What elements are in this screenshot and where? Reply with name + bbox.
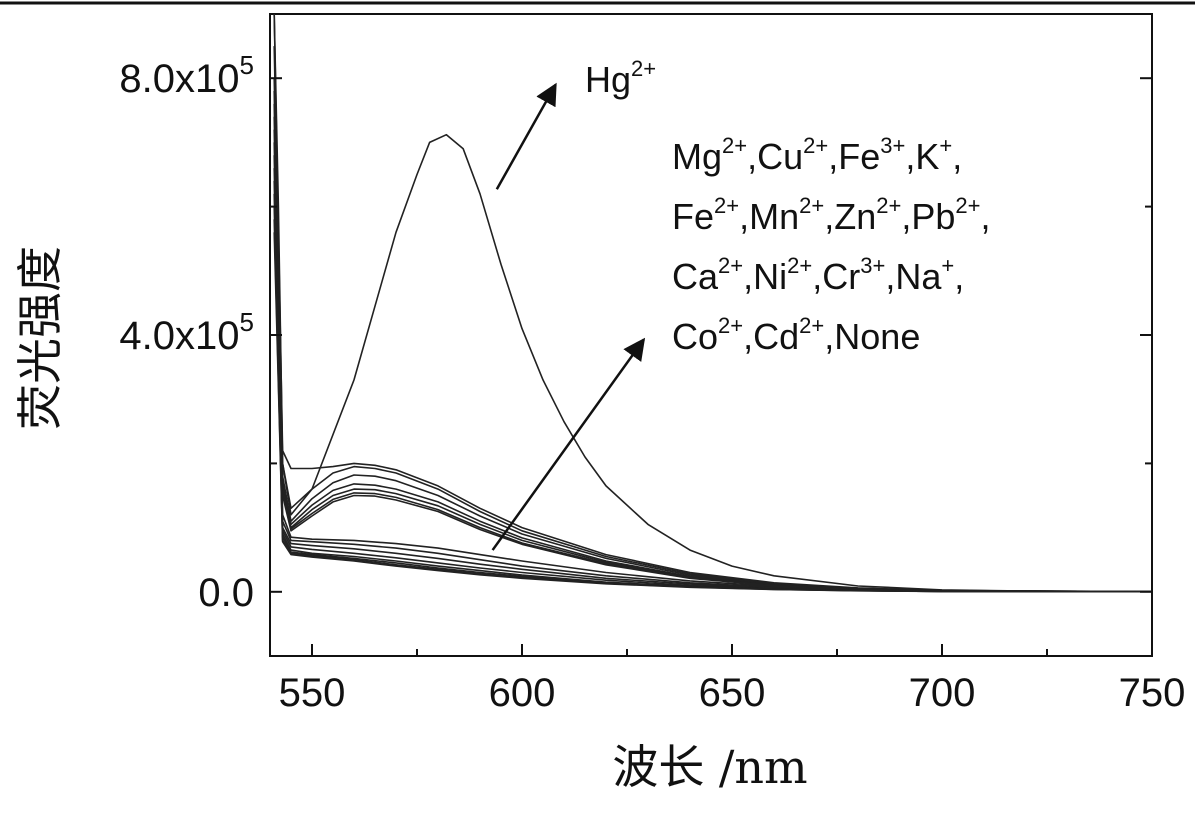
- series-line-12: [273, 180, 1152, 593]
- x-axis-title: 波长 /nm: [612, 740, 807, 794]
- y-axis-title: 荧光强度: [13, 246, 67, 430]
- x-tick-label: 550: [279, 671, 346, 715]
- x-tick-label: 600: [489, 671, 556, 715]
- other-ions-arrow: [491, 337, 646, 551]
- annotations-group: Hg2+ Mg2+,Cu2+,Fe3+,K+, Fe2+,Mn2+,Zn2+,Pb2…: [491, 56, 991, 551]
- ion-list-line-4: Co2+,Cd2+,None: [672, 313, 920, 357]
- series-line-13: [273, 193, 1152, 593]
- hg-arrow: [495, 82, 557, 190]
- ion-list-line-1: Mg2+,Cu2+,Fe3+,K+,: [672, 133, 962, 177]
- series-group: [273, 14, 1152, 593]
- ion-list-line-2: Fe2+,Mn2+,Zn2+,Pb2+,: [672, 193, 991, 237]
- series-line-1: [273, 14, 1152, 593]
- hg-label: Hg2+: [585, 56, 656, 100]
- ticks-group: 550 600 650 700 750 0.0 4.0x105 8.0x105: [119, 50, 1185, 715]
- series-line-2: [273, 14, 1152, 593]
- x-tick-label: 650: [699, 671, 766, 715]
- series-line-16: [273, 232, 1152, 593]
- y-tick-label: 0.0: [198, 571, 254, 615]
- y-tick-label: 4.0x105: [119, 307, 254, 358]
- x-tick-label: 750: [1119, 671, 1186, 715]
- y-tick-label: 8.0x105: [119, 50, 254, 101]
- x-tick-label: 700: [909, 671, 976, 715]
- ion-list-line-3: Ca2+,Ni2+,Cr3+,Na+,: [672, 253, 964, 297]
